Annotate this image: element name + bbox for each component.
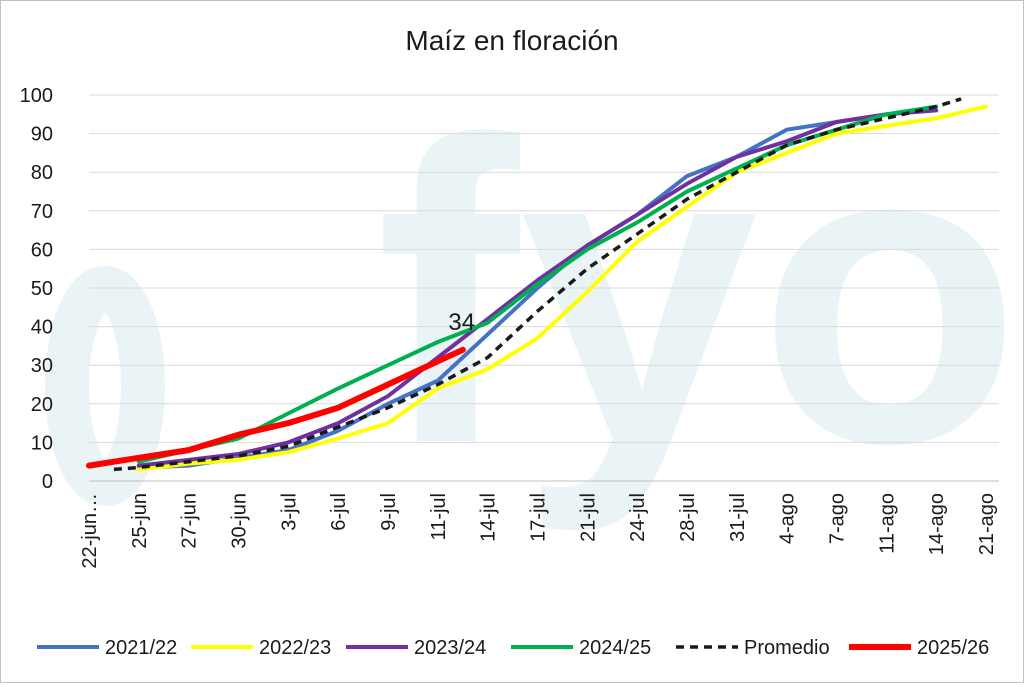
x-tick-label: 25-jun bbox=[129, 493, 151, 549]
series-line-promedio bbox=[113, 97, 962, 472]
x-tick-label: 28-jul bbox=[677, 493, 699, 542]
legend: 2021/22 2022/23 2023/24 2024/25 Promedio 2025… bbox=[37, 637, 989, 659]
y-tick-label: 20 bbox=[31, 394, 53, 416]
legend-label: 2025/26 bbox=[917, 637, 989, 659]
y-tick-label: 90 bbox=[31, 124, 53, 146]
x-tick-label: 14-ago bbox=[926, 493, 948, 555]
y-tick-label: 100 bbox=[20, 85, 53, 107]
x-tick-label: 30-jun bbox=[229, 493, 251, 549]
series-line-2023-24 bbox=[136, 108, 939, 468]
grid-lines bbox=[89, 94, 999, 482]
y-tick-label: 60 bbox=[31, 239, 53, 261]
chart-title: Maíz en floración bbox=[405, 25, 618, 56]
series-line-2022-23 bbox=[136, 104, 988, 472]
x-tick-label: 11-jul bbox=[428, 493, 450, 540]
x-tick-label: 21-jul bbox=[577, 493, 599, 542]
y-tick-label: 30 bbox=[31, 355, 53, 377]
x-tick-label: 17-jul bbox=[528, 493, 550, 542]
x-tick-label: 21-ago bbox=[976, 493, 998, 555]
x-tick-label: 7-ago bbox=[827, 493, 849, 544]
series-lines bbox=[86, 97, 988, 472]
y-tick-label: 40 bbox=[31, 317, 53, 339]
x-tick-label: 4-ago bbox=[777, 493, 799, 544]
x-tick-label: 24-jul bbox=[627, 493, 649, 542]
legend-label: 2024/25 bbox=[579, 637, 651, 659]
annotations: 34 bbox=[448, 309, 475, 336]
series-line-2025-26 bbox=[86, 346, 466, 469]
legend-label: 2022/23 bbox=[259, 637, 331, 659]
x-tick-label: 11-ago bbox=[876, 493, 898, 554]
x-tick-label: 22-jun… bbox=[79, 493, 101, 569]
y-tick-label: 80 bbox=[31, 162, 53, 184]
series-line-2024-25 bbox=[136, 104, 939, 464]
x-tick-label: 3-jul bbox=[278, 493, 300, 531]
legend-label: Promedio bbox=[744, 637, 830, 659]
x-tick-label: 6-jul bbox=[328, 493, 350, 531]
y-axis: 0 10 20 30 40 50 60 70 80 90 100 bbox=[20, 85, 53, 493]
watermark-text: fyo bbox=[376, 53, 1021, 535]
y-tick-label: 10 bbox=[31, 432, 53, 454]
legend-label: 2021/22 bbox=[105, 637, 177, 659]
y-tick-label: 0 bbox=[42, 471, 53, 493]
x-tick-label: 9-jul bbox=[378, 493, 400, 531]
y-tick-label: 50 bbox=[31, 278, 53, 300]
data-label: 34 bbox=[448, 309, 475, 336]
y-tick-label: 70 bbox=[31, 201, 53, 223]
x-tick-label: 31-jul bbox=[727, 493, 749, 542]
x-tick-label: 14-jul bbox=[478, 493, 500, 542]
x-tick-label: 27-jun bbox=[179, 493, 201, 549]
legend-label: 2023/24 bbox=[414, 637, 486, 659]
x-axis: 22-jun… 25-jun 27-jun 30-jun 3-jul 6-jul 9-jul… bbox=[79, 493, 998, 569]
